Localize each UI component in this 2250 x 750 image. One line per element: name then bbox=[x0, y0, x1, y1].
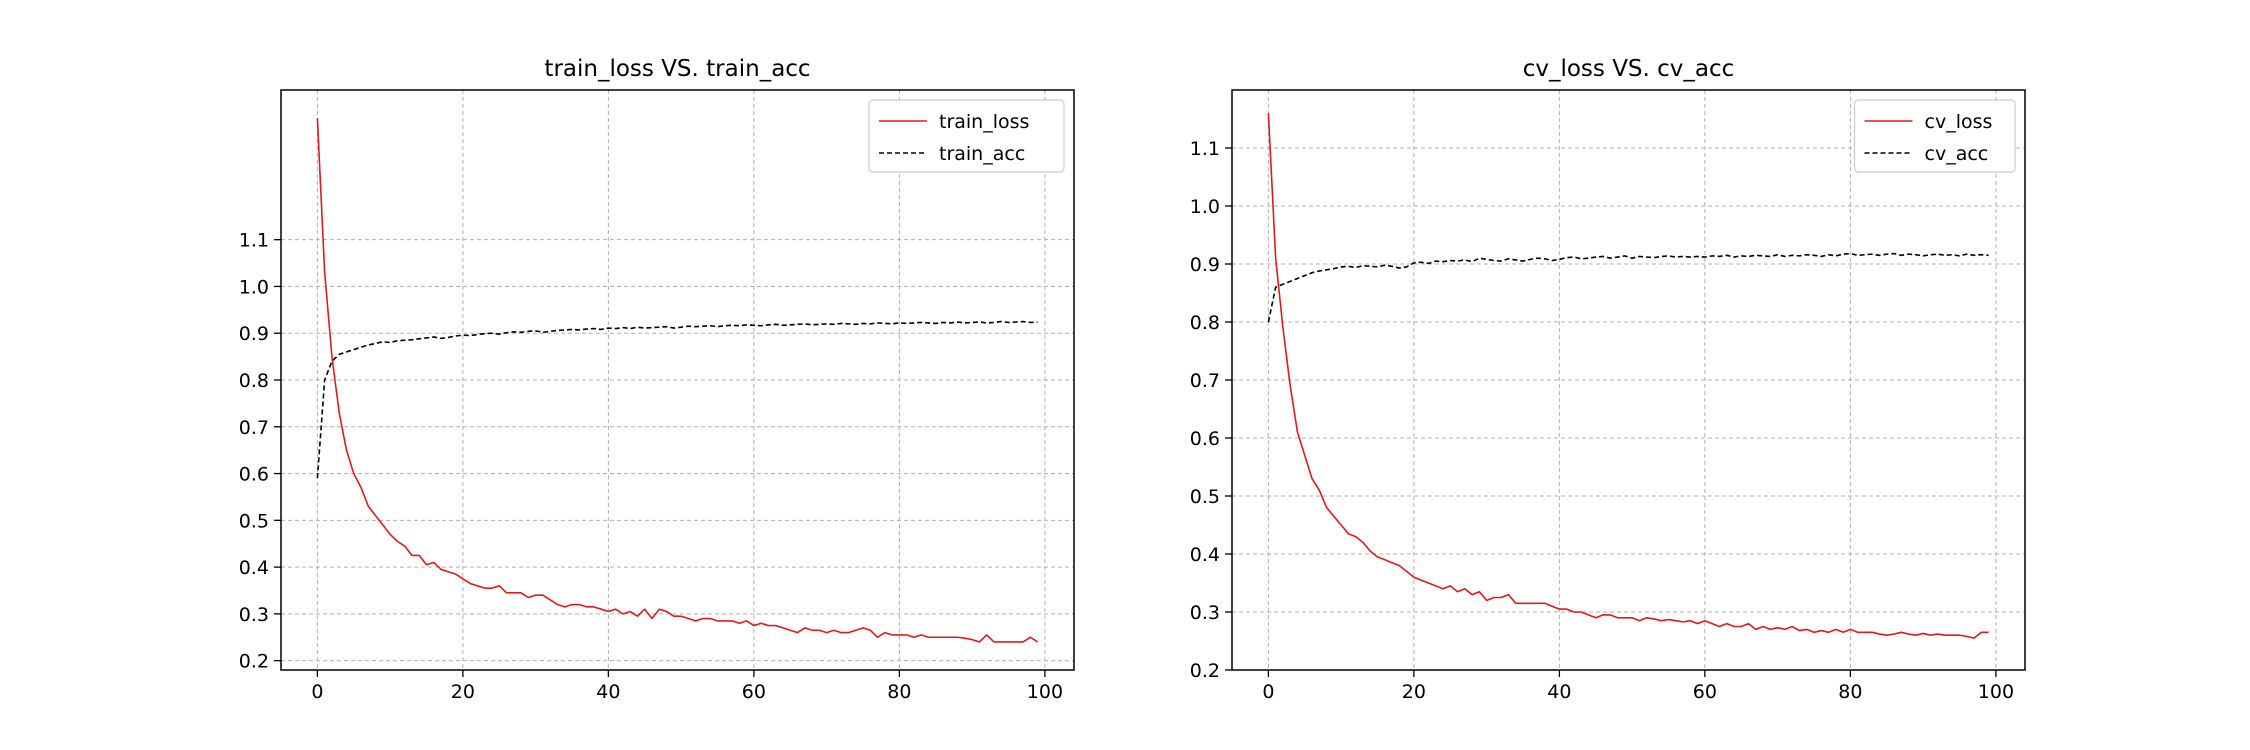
legend-label-cv_loss: cv_loss bbox=[1925, 111, 1993, 133]
x-tick-label: 0 bbox=[311, 681, 323, 703]
y-tick-label: 0.6 bbox=[239, 464, 269, 486]
legend: cv_loss cv_acc bbox=[1853, 99, 2016, 173]
x-tick-label: 60 bbox=[742, 681, 766, 703]
chart-panel-1: 0 20 40 60 80 100 0.2 0.3 0.4 0.5 0.6 0.7 0.8 0.9 1.0 1… bbox=[239, 56, 1075, 703]
legend-label-train_loss: train_loss bbox=[939, 111, 1029, 133]
x-tick-label: 20 bbox=[1402, 681, 1426, 703]
y-tick-label: 0.8 bbox=[1190, 312, 1220, 334]
series-lines bbox=[316, 118, 1039, 643]
series-line-cv_loss bbox=[1267, 113, 1989, 639]
x-tick-label: 80 bbox=[887, 681, 911, 703]
y-tick-label: 0.3 bbox=[239, 604, 269, 626]
series-line-train_loss bbox=[316, 118, 1039, 643]
y-tick-label: 0.3 bbox=[1190, 602, 1220, 624]
x-tick-label: 60 bbox=[1693, 681, 1717, 703]
x-tick-label: 40 bbox=[596, 681, 620, 703]
legend-box bbox=[868, 99, 1065, 173]
x-axis: 0 20 40 60 80 100 bbox=[311, 670, 1063, 703]
y-tick-label: 1.0 bbox=[1190, 196, 1220, 218]
y-tick-label: 0.9 bbox=[1190, 254, 1220, 276]
y-tick-label: 1.0 bbox=[239, 276, 269, 298]
x-axis: 0 20 40 60 80 100 bbox=[1262, 670, 2014, 703]
y-tick-label: 0.7 bbox=[239, 417, 269, 439]
chart-panels: 0 20 40 60 80 100 0.2 0.3 0.4 0.5 0.6 0.7 0.8 0.9 1.0 1… bbox=[239, 56, 2026, 703]
series-lines bbox=[1267, 113, 1989, 639]
y-axis: 0.2 0.3 0.4 0.5 0.6 0.7 0.8 0.9 1.0 1.1 bbox=[239, 230, 281, 673]
y-axis: 0.2 0.3 0.4 0.5 0.6 0.7 0.8 0.9 1.0 1.1 bbox=[1190, 138, 1232, 682]
y-tick-label: 0.7 bbox=[1190, 370, 1220, 392]
x-tick-label: 0 bbox=[1262, 681, 1274, 703]
y-tick-label: 0.2 bbox=[1190, 660, 1220, 682]
series-line-train_acc bbox=[316, 320, 1038, 479]
grid bbox=[281, 90, 1074, 670]
legend-box bbox=[1853, 99, 2016, 173]
legend-label-train_acc: train_acc bbox=[939, 143, 1025, 165]
y-tick-label: 0.9 bbox=[239, 323, 269, 345]
y-tick-label: 0.4 bbox=[1190, 544, 1220, 566]
x-tick-label: 80 bbox=[1838, 681, 1862, 703]
chart-panel-2: 0 20 40 60 80 100 0.2 0.3 0.4 0.5 0.6 0.7 0.8 0.9 1.0 1… bbox=[1190, 56, 2026, 703]
y-tick-label: 1.1 bbox=[239, 230, 269, 252]
y-tick-label: 0.8 bbox=[239, 370, 269, 392]
x-tick-label: 20 bbox=[451, 681, 475, 703]
y-tick-label: 0.5 bbox=[239, 510, 269, 532]
y-tick-label: 0.5 bbox=[1190, 486, 1220, 508]
x-tick-label: 40 bbox=[1547, 681, 1571, 703]
y-tick-label: 0.6 bbox=[1190, 428, 1220, 450]
x-tick-label: 100 bbox=[1027, 681, 1063, 703]
chart-title: cv_loss VS. cv_acc bbox=[1523, 56, 1735, 82]
series-line-cv_acc bbox=[1267, 252, 1989, 323]
y-tick-label: 1.1 bbox=[1190, 138, 1220, 160]
legend-label-cv_acc: cv_acc bbox=[1925, 143, 1989, 165]
chart-title: train_loss VS. train_acc bbox=[544, 56, 810, 82]
x-tick-label: 100 bbox=[1978, 681, 2014, 703]
legend: train_loss train_acc bbox=[868, 99, 1065, 173]
y-tick-label: 0.2 bbox=[239, 651, 269, 673]
y-tick-label: 0.4 bbox=[239, 557, 269, 579]
